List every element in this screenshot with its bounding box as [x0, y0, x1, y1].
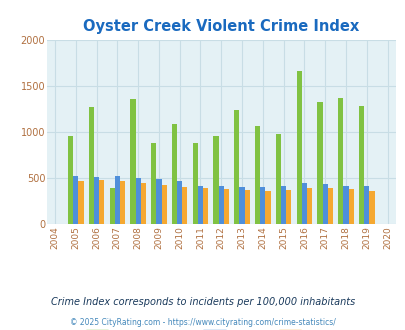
Bar [135, 178, 141, 224]
Bar [218, 186, 223, 224]
Bar [306, 188, 311, 224]
Bar [94, 177, 99, 224]
Bar [343, 186, 348, 224]
Bar [322, 184, 327, 224]
Bar [171, 124, 177, 224]
Bar [286, 190, 291, 224]
Bar [358, 106, 363, 224]
Title: Oyster Creek Violent Crime Index: Oyster Creek Violent Crime Index [83, 19, 358, 34]
Bar [115, 176, 119, 224]
Bar [78, 181, 83, 224]
Legend: Oyster Creek, Texas, National: Oyster Creek, Texas, National [81, 326, 360, 330]
Bar [182, 187, 187, 224]
Bar [68, 136, 73, 224]
Bar [296, 71, 301, 224]
Bar [223, 189, 228, 224]
Bar [301, 183, 306, 224]
Bar [130, 99, 135, 224]
Bar [369, 191, 374, 224]
Bar [73, 176, 78, 224]
Bar [317, 102, 322, 224]
Bar [275, 134, 280, 224]
Bar [254, 126, 260, 224]
Bar [348, 189, 353, 224]
Bar [119, 182, 125, 224]
Bar [202, 188, 208, 224]
Bar [161, 185, 166, 224]
Bar [260, 187, 265, 224]
Bar [265, 191, 270, 224]
Text: Crime Index corresponds to incidents per 100,000 inhabitants: Crime Index corresponds to incidents per… [51, 297, 354, 307]
Bar [141, 183, 145, 224]
Bar [239, 187, 244, 224]
Bar [197, 186, 202, 224]
Bar [234, 110, 239, 224]
Bar [213, 136, 218, 224]
Text: © 2025 CityRating.com - https://www.cityrating.com/crime-statistics/: © 2025 CityRating.com - https://www.city… [70, 318, 335, 327]
Bar [156, 179, 161, 224]
Bar [99, 180, 104, 224]
Bar [192, 143, 197, 224]
Bar [89, 107, 94, 224]
Bar [280, 186, 286, 224]
Bar [177, 181, 182, 224]
Bar [151, 143, 156, 224]
Bar [363, 185, 369, 224]
Bar [244, 190, 249, 224]
Bar [327, 188, 332, 224]
Bar [109, 188, 115, 224]
Bar [337, 98, 343, 224]
